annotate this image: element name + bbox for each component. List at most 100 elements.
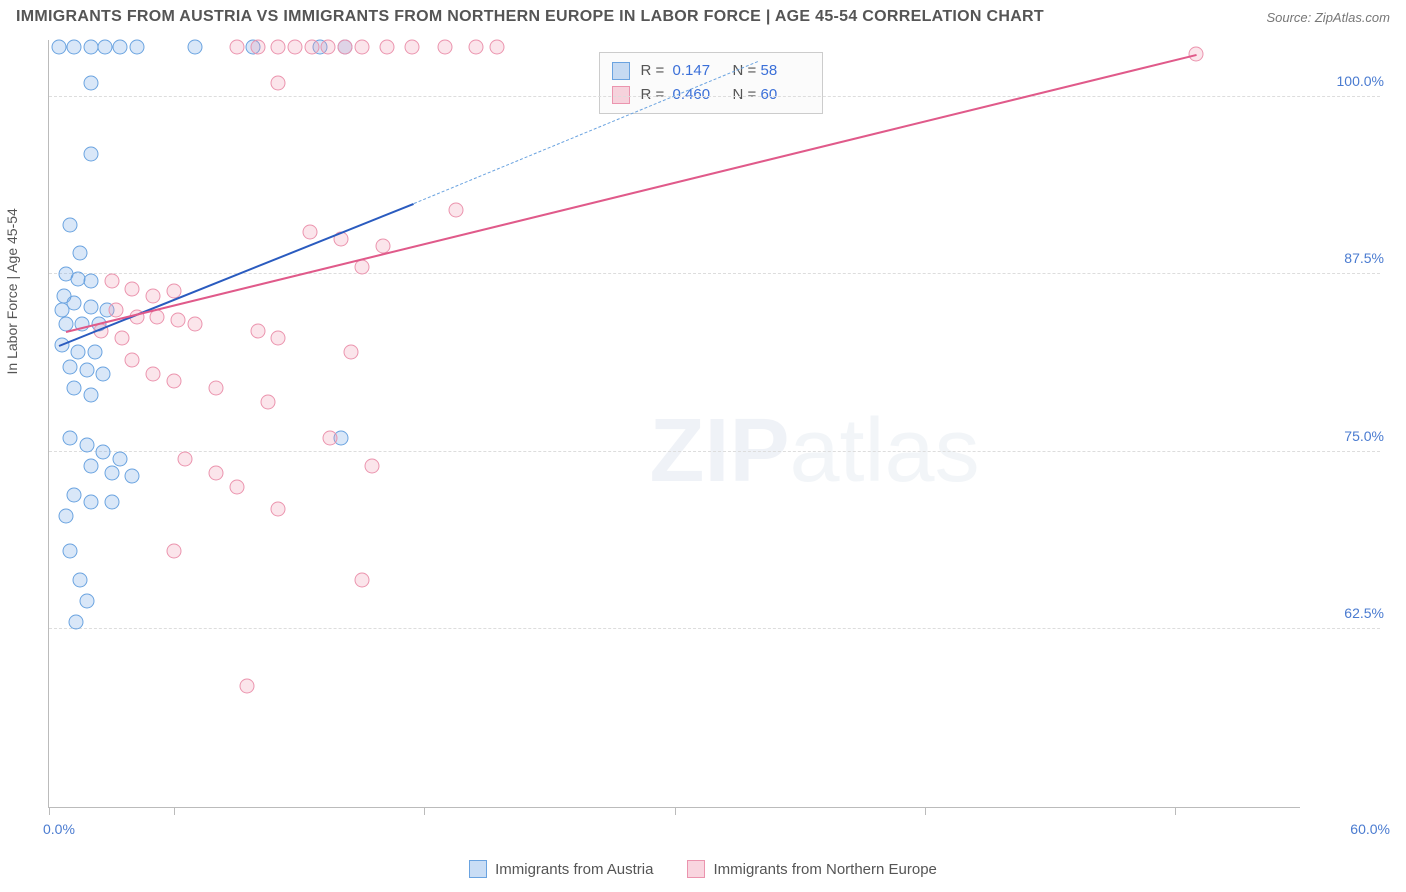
data-point [79, 362, 94, 377]
chart-title: IMMIGRANTS FROM AUSTRIA VS IMMIGRANTS FR… [16, 8, 1044, 26]
data-point [365, 459, 380, 474]
data-point [321, 40, 336, 55]
swatch-series-1 [687, 860, 705, 878]
watermark: ZIPatlas [649, 400, 979, 503]
data-point [271, 501, 286, 516]
data-point [67, 40, 82, 55]
data-point [83, 300, 98, 315]
data-point [146, 288, 161, 303]
data-point [58, 508, 73, 523]
gridline [49, 451, 1380, 452]
data-point [229, 480, 244, 495]
gridline [49, 273, 1380, 274]
data-point [288, 40, 303, 55]
data-point [108, 302, 123, 317]
data-point [171, 312, 186, 327]
y-axis-label: In Labor Force | Age 45-54 [4, 208, 20, 374]
data-point [146, 366, 161, 381]
trend-line [414, 61, 758, 204]
data-point [83, 388, 98, 403]
data-point [187, 317, 202, 332]
data-point [62, 217, 77, 232]
legend-item-series-1: Immigrants from Northern Europe [687, 860, 936, 878]
data-point [125, 469, 140, 484]
data-point [112, 452, 127, 467]
source-credit: Source: ZipAtlas.com [1266, 10, 1390, 25]
data-point [83, 274, 98, 289]
x-tick [675, 807, 676, 815]
data-point [83, 459, 98, 474]
data-point [404, 40, 419, 55]
data-point [229, 40, 244, 55]
data-point [83, 40, 98, 55]
y-tick-label: 87.5% [1308, 250, 1384, 266]
data-point [83, 75, 98, 90]
data-point [83, 494, 98, 509]
data-point [177, 452, 192, 467]
data-point [271, 40, 286, 55]
data-point [79, 594, 94, 609]
data-point [96, 366, 111, 381]
data-point [114, 331, 129, 346]
x-tick [1175, 807, 1176, 815]
data-point [323, 430, 338, 445]
data-point [71, 345, 86, 360]
data-point [250, 324, 265, 339]
data-point [354, 260, 369, 275]
gridline [49, 628, 1380, 629]
data-point [62, 544, 77, 559]
data-point [98, 40, 113, 55]
y-tick-label: 62.5% [1308, 605, 1384, 621]
data-point [69, 615, 84, 630]
plot-area: ZIPatlas R = 0.147 N = 58 R = 0.460 N = … [48, 40, 1300, 808]
data-point [87, 345, 102, 360]
stats-row-series-1: R = 0.460 N = 60 [612, 83, 810, 107]
data-point [208, 466, 223, 481]
data-point [52, 40, 67, 55]
data-point [304, 40, 319, 55]
data-point [125, 281, 140, 296]
data-point [73, 572, 88, 587]
data-point [271, 331, 286, 346]
data-point [83, 146, 98, 161]
data-point [490, 40, 505, 55]
swatch-series-0 [612, 62, 630, 80]
data-point [240, 679, 255, 694]
x-axis-min-label: 0.0% [43, 821, 75, 837]
y-tick-label: 75.0% [1308, 428, 1384, 444]
data-point [96, 444, 111, 459]
data-point [354, 40, 369, 55]
data-point [469, 40, 484, 55]
data-point [104, 494, 119, 509]
legend-item-series-0: Immigrants from Austria [469, 860, 653, 878]
data-point [62, 430, 77, 445]
data-point [208, 381, 223, 396]
data-point [104, 466, 119, 481]
y-tick-label: 100.0% [1308, 73, 1384, 89]
gridline [49, 96, 1380, 97]
data-point [62, 359, 77, 374]
data-point [338, 40, 353, 55]
x-axis-max-label: 60.0% [1350, 821, 1390, 837]
data-point [67, 487, 82, 502]
data-point [260, 395, 275, 410]
data-point [379, 40, 394, 55]
data-point [271, 75, 286, 90]
data-point [104, 274, 119, 289]
x-tick [424, 807, 425, 815]
data-point [112, 40, 127, 55]
correlation-stats-box: R = 0.147 N = 58 R = 0.460 N = 60 [599, 52, 823, 114]
data-point [67, 381, 82, 396]
swatch-series-0 [469, 860, 487, 878]
swatch-series-1 [612, 86, 630, 104]
data-point [187, 40, 202, 55]
data-point [354, 572, 369, 587]
data-point [129, 40, 144, 55]
data-point [125, 352, 140, 367]
data-point [250, 40, 265, 55]
chart-container: In Labor Force | Age 45-54 ZIPatlas R = … [14, 40, 1390, 842]
x-tick [174, 807, 175, 815]
x-tick [49, 807, 50, 815]
data-point [302, 224, 317, 239]
data-point [79, 437, 94, 452]
